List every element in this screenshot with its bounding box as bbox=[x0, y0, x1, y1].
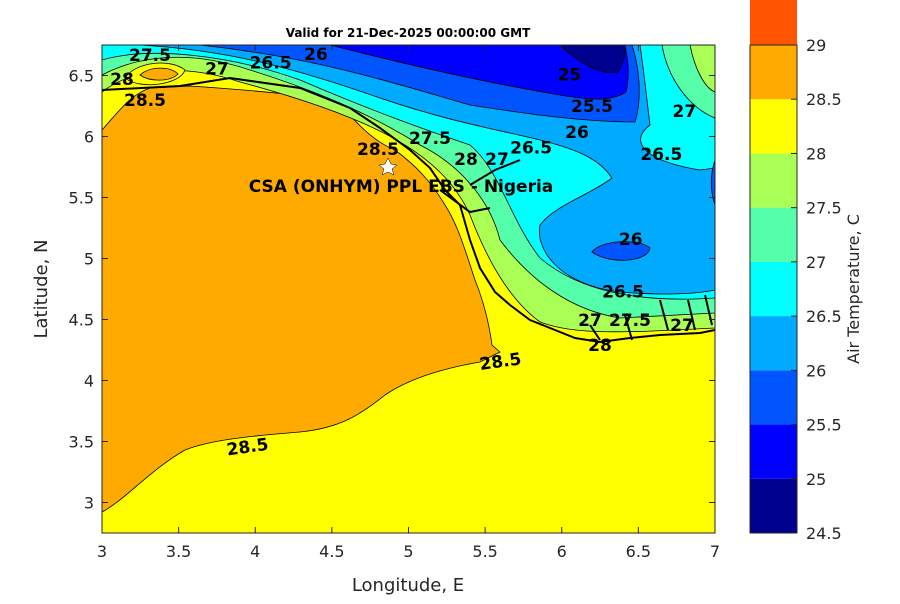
colorbar-band bbox=[750, 45, 797, 100]
contour-label: 27 bbox=[205, 59, 229, 79]
y-tick-label: 6 bbox=[84, 128, 94, 147]
y-axis-label: Latitude, N bbox=[31, 240, 52, 339]
x-tick-label: 6 bbox=[557, 542, 567, 561]
contour-label: 26 bbox=[565, 123, 589, 143]
colorbar-band bbox=[750, 478, 797, 533]
band-blob-26 bbox=[591, 241, 651, 261]
x-tick-label: 5.5 bbox=[472, 542, 497, 561]
y-tick-label: 3.5 bbox=[69, 433, 94, 452]
annotation-label: CSA (ONHYM) PPL EBS - Nigeria bbox=[249, 177, 554, 197]
colorbar-tick-label: 26.5 bbox=[806, 307, 842, 326]
x-axis-label: Longitude, E bbox=[352, 575, 464, 596]
colorbar-band bbox=[750, 207, 797, 262]
colorbar-band bbox=[750, 153, 797, 208]
contour-label: 26.5 bbox=[640, 145, 682, 165]
chart-title: Valid for 21-Dec-2025 00:00:00 GMT bbox=[286, 26, 531, 40]
contour-label: 28 bbox=[454, 150, 478, 170]
colorbar-tick-label: 27 bbox=[806, 253, 826, 272]
colorbar-band bbox=[750, 261, 797, 317]
x-tick-label: 3 bbox=[97, 542, 107, 561]
contour-label: 27 bbox=[670, 316, 694, 336]
colorbar-tick-label: 29 bbox=[806, 36, 826, 55]
x-tick-label: 4.5 bbox=[319, 542, 344, 561]
contour-label: 26 bbox=[304, 45, 328, 65]
contour-label: 28 bbox=[110, 70, 134, 90]
x-tick-label: 7 bbox=[710, 542, 720, 561]
colorbar-band bbox=[750, 424, 797, 479]
contour-label: 26.5 bbox=[250, 53, 292, 73]
contour-label: 26.5 bbox=[602, 283, 644, 303]
contour-label: 28 bbox=[588, 336, 612, 356]
y-tick-label: 6.5 bbox=[69, 67, 94, 86]
colorbar-label: Air Temperature, C bbox=[844, 214, 863, 364]
band-right-27.5 bbox=[689, 45, 715, 93]
contour-label: 25 bbox=[558, 66, 582, 86]
contour-label: 25.5 bbox=[571, 97, 613, 117]
x-tick-label: 6.5 bbox=[626, 542, 651, 561]
colorbar-tick-label: 27.5 bbox=[806, 199, 842, 218]
y-axis: 3 3.5 4 4.5 5 5.5 6 6.5 bbox=[69, 67, 715, 513]
band-25-25.5 bbox=[329, 45, 629, 100]
band-24.5-25 bbox=[559, 45, 626, 74]
colorbar-band bbox=[750, 316, 797, 371]
contour-label: 28.5 bbox=[357, 140, 399, 160]
x-axis: 3 3.5 4 4.5 5 5.5 6 6.5 7 bbox=[97, 45, 720, 561]
x-tick-label: 5 bbox=[403, 542, 413, 561]
contour-label: 27.5 bbox=[409, 129, 451, 149]
colorbar-tick-label: 24.5 bbox=[806, 524, 842, 543]
colorbar-tick-label: 25 bbox=[806, 470, 826, 489]
y-tick-label: 4.5 bbox=[69, 311, 94, 330]
x-tick-label: 3.5 bbox=[166, 542, 191, 561]
y-tick-label: 4 bbox=[84, 372, 94, 391]
colorbar-band bbox=[750, 370, 797, 425]
y-tick-label: 5.5 bbox=[69, 189, 94, 208]
contour-label: 27 bbox=[673, 102, 697, 122]
colorbar-tick-label: 28 bbox=[806, 144, 826, 163]
band-28.5-29 bbox=[102, 85, 501, 513]
contour-label: 27.5 bbox=[609, 311, 651, 331]
colorbar-band bbox=[750, 0, 797, 45]
y-tick-label: 3 bbox=[84, 494, 94, 513]
colorbar-frame bbox=[749, 44, 798, 534]
colorbar-band bbox=[750, 99, 797, 154]
contour-label: 27.5 bbox=[129, 46, 171, 66]
coastline bbox=[102, 76, 715, 344]
colorbar-tick-label: 28.5 bbox=[806, 90, 842, 109]
contour-label: 26 bbox=[619, 230, 643, 250]
contour-label: 27 bbox=[578, 311, 602, 331]
station-star bbox=[378, 157, 398, 176]
y-tick-label: 5 bbox=[84, 250, 94, 269]
contour-label: 27 bbox=[485, 150, 509, 170]
colorbar-tick-label: 25.5 bbox=[806, 416, 842, 435]
x-tick-label: 4 bbox=[250, 542, 260, 561]
colorbar-tick-label: 26 bbox=[806, 361, 826, 380]
colorbar: 24.5 25 25.5 26 26.5 27 27.5 28 28.5 29 bbox=[749, 0, 842, 543]
contour-label: 28.5 bbox=[124, 91, 166, 111]
contour-label: 26.5 bbox=[510, 139, 552, 159]
band-topleft-28.5 bbox=[139, 67, 179, 81]
